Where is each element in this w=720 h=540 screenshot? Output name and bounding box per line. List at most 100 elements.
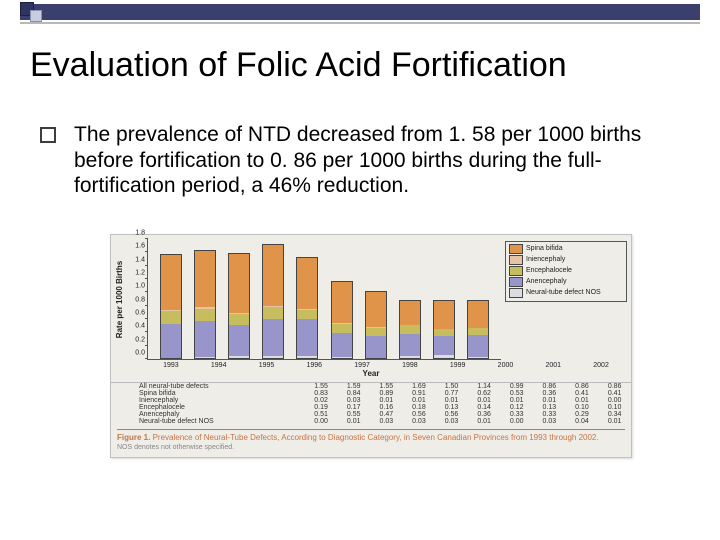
table-cell: 1.69 bbox=[403, 383, 436, 391]
table-cell: 0.55 bbox=[337, 411, 370, 418]
table-cell: 0.36 bbox=[468, 411, 501, 418]
table-cell: 0.10 bbox=[566, 404, 599, 411]
bar-1993 bbox=[160, 254, 182, 359]
table-cell: 0.03 bbox=[370, 418, 403, 425]
table-cell: 0.47 bbox=[370, 411, 403, 418]
table-cell: 0.34 bbox=[598, 411, 631, 418]
table-cell: 0.62 bbox=[468, 390, 501, 397]
plot bbox=[147, 239, 501, 360]
table-cell: 0.83 bbox=[305, 390, 338, 397]
bar-1995 bbox=[228, 253, 250, 359]
table-cell: 1.55 bbox=[305, 383, 338, 391]
y-tick-label: 1.4 bbox=[135, 256, 145, 263]
x-tick-label: 1996 bbox=[303, 362, 325, 369]
bar-segment bbox=[400, 356, 420, 358]
bar-2001 bbox=[433, 300, 455, 359]
table-cell: 0.03 bbox=[533, 418, 566, 425]
table-cell: 0.03 bbox=[337, 397, 370, 404]
y-tick-label: 0.6 bbox=[135, 310, 145, 317]
caption-label: Figure 1. bbox=[117, 433, 150, 442]
table-cell: 0.18 bbox=[403, 404, 436, 411]
bar-segment bbox=[434, 336, 454, 355]
table-cell: 0.17 bbox=[337, 404, 370, 411]
table-cell: 0.99 bbox=[500, 383, 533, 391]
x-tick-label: 1998 bbox=[399, 362, 421, 369]
x-tick-label: 2001 bbox=[542, 362, 564, 369]
table-cell: 0.77 bbox=[435, 390, 468, 397]
bar-segment bbox=[468, 328, 488, 335]
table-cell: 0.51 bbox=[305, 411, 338, 418]
legend-label: Spina bifida bbox=[526, 245, 563, 253]
bar-segment bbox=[161, 311, 181, 324]
caption-text: Prevalence of Neural-Tube Defects, Accor… bbox=[153, 433, 599, 442]
table-cell: 0.01 bbox=[435, 397, 468, 404]
table-cell: 0.01 bbox=[533, 397, 566, 404]
bar-segment bbox=[468, 335, 488, 358]
chart-area: Rate per 1000 Births 0.00.20.40.60.81.01… bbox=[111, 235, 631, 360]
table-cell: 0.16 bbox=[370, 404, 403, 411]
table-row: Spina bifida0.830.840.890.910.770.620.53… bbox=[111, 390, 631, 397]
table-cell: 1.14 bbox=[468, 383, 501, 391]
decorative-line bbox=[20, 22, 700, 24]
table-cell: 0.33 bbox=[500, 411, 533, 418]
legend-swatch-icon bbox=[509, 277, 523, 287]
bars bbox=[148, 239, 501, 359]
decorative-square-icon bbox=[30, 10, 42, 22]
bar-segment bbox=[297, 310, 317, 319]
bar-1996 bbox=[262, 244, 284, 359]
bar-segment bbox=[468, 357, 488, 358]
legend-item: Encephalocele bbox=[509, 266, 623, 276]
bar-segment bbox=[297, 319, 317, 356]
table-cell: 0.33 bbox=[533, 411, 566, 418]
table-cell: 0.12 bbox=[500, 404, 533, 411]
table-cell: 0.00 bbox=[598, 397, 631, 404]
table-cell: 0.03 bbox=[435, 418, 468, 425]
y-ticks: 0.00.20.40.60.81.01.21.41.61.8 bbox=[127, 239, 147, 360]
table-cell: 0.00 bbox=[305, 418, 338, 425]
bar-segment bbox=[229, 314, 249, 325]
x-tick-label: 1994 bbox=[208, 362, 230, 369]
x-tick-label: 1995 bbox=[255, 362, 277, 369]
bar-segment bbox=[195, 357, 215, 358]
table-cell: 0.01 bbox=[468, 418, 501, 425]
legend-label: Neural-tube defect NOS bbox=[526, 289, 601, 297]
table-row-name: Iniencephaly bbox=[111, 397, 305, 404]
table-cell: 0.13 bbox=[533, 404, 566, 411]
table-row: Encephalocele0.190.170.160.180.130.140.1… bbox=[111, 404, 631, 411]
bar-segment bbox=[332, 357, 352, 358]
table-cell: 0.41 bbox=[598, 390, 631, 397]
table-cell: 0.02 bbox=[305, 397, 338, 404]
x-tick-label: 1997 bbox=[351, 362, 373, 369]
x-ticks: 1993199419951996199719981999200020012002 bbox=[111, 360, 631, 369]
bar-segment bbox=[400, 301, 420, 325]
table-row: Iniencephaly0.020.030.010.010.010.010.01… bbox=[111, 397, 631, 404]
bar-segment bbox=[434, 301, 454, 328]
bar-segment bbox=[229, 254, 249, 313]
table-cell: 0.19 bbox=[305, 404, 338, 411]
table-cell: 0.01 bbox=[468, 397, 501, 404]
legend-item: Anencephaly bbox=[509, 277, 623, 287]
table-row-name: Encephalocele bbox=[111, 404, 305, 411]
bar-segment bbox=[195, 309, 215, 320]
table-cell: 0.41 bbox=[566, 390, 599, 397]
table-cell: 0.00 bbox=[500, 418, 533, 425]
y-tick-label: 1.0 bbox=[135, 283, 145, 290]
table-row: Neural-tube defect NOS0.000.010.030.030.… bbox=[111, 418, 631, 425]
bar-segment bbox=[366, 292, 386, 327]
body-text: The prevalence of NTD decreased from 1. … bbox=[74, 122, 680, 199]
y-tick-label: 1.8 bbox=[135, 230, 145, 237]
legend-label: Anencephaly bbox=[526, 278, 566, 286]
table-row: Anencephaly0.510.550.470.560.560.360.330… bbox=[111, 411, 631, 418]
bar-1999 bbox=[365, 291, 387, 359]
bar-segment bbox=[366, 336, 386, 358]
y-tick-label: 0.0 bbox=[135, 350, 145, 357]
bar-segment bbox=[400, 334, 420, 356]
table-cell: 0.13 bbox=[435, 404, 468, 411]
bar-segment bbox=[263, 356, 283, 358]
y-tick-label: 0.2 bbox=[135, 336, 145, 343]
table-cell: 1.55 bbox=[370, 383, 403, 391]
table-cell: 1.59 bbox=[337, 383, 370, 391]
table-cell: 0.01 bbox=[500, 397, 533, 404]
table-cell: 0.01 bbox=[337, 418, 370, 425]
bar-1998 bbox=[331, 281, 353, 359]
